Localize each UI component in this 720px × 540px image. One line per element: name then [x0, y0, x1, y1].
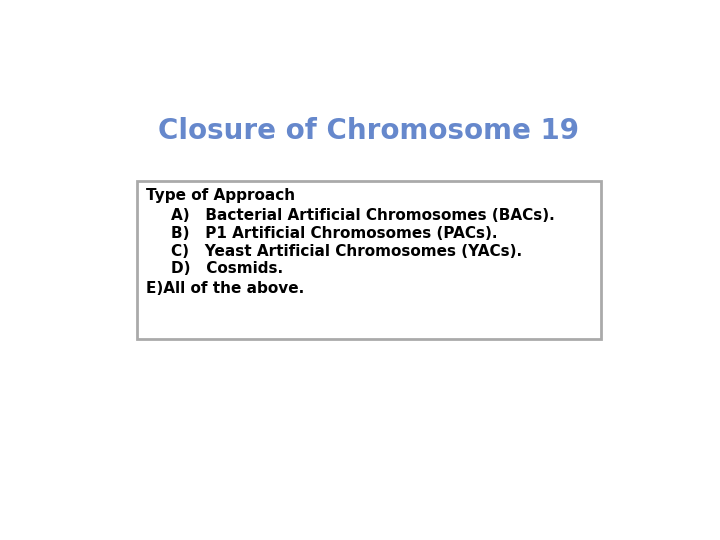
Text: E)All of the above.: E)All of the above. — [145, 281, 304, 295]
FancyBboxPatch shape — [138, 181, 600, 339]
Text: Type of Approach: Type of Approach — [145, 188, 295, 203]
Text: D)   Cosmids.: D) Cosmids. — [171, 261, 283, 276]
Text: B)   P1 Artificial Chromosomes (PACs).: B) P1 Artificial Chromosomes (PACs). — [171, 226, 498, 241]
Text: A)   Bacterial Artificial Chromosomes (BACs).: A) Bacterial Artificial Chromosomes (BAC… — [171, 208, 554, 223]
Text: Closure of Chromosome 19: Closure of Chromosome 19 — [158, 117, 580, 145]
Text: C)   Yeast Artificial Chromosomes (YACs).: C) Yeast Artificial Chromosomes (YACs). — [171, 244, 522, 259]
